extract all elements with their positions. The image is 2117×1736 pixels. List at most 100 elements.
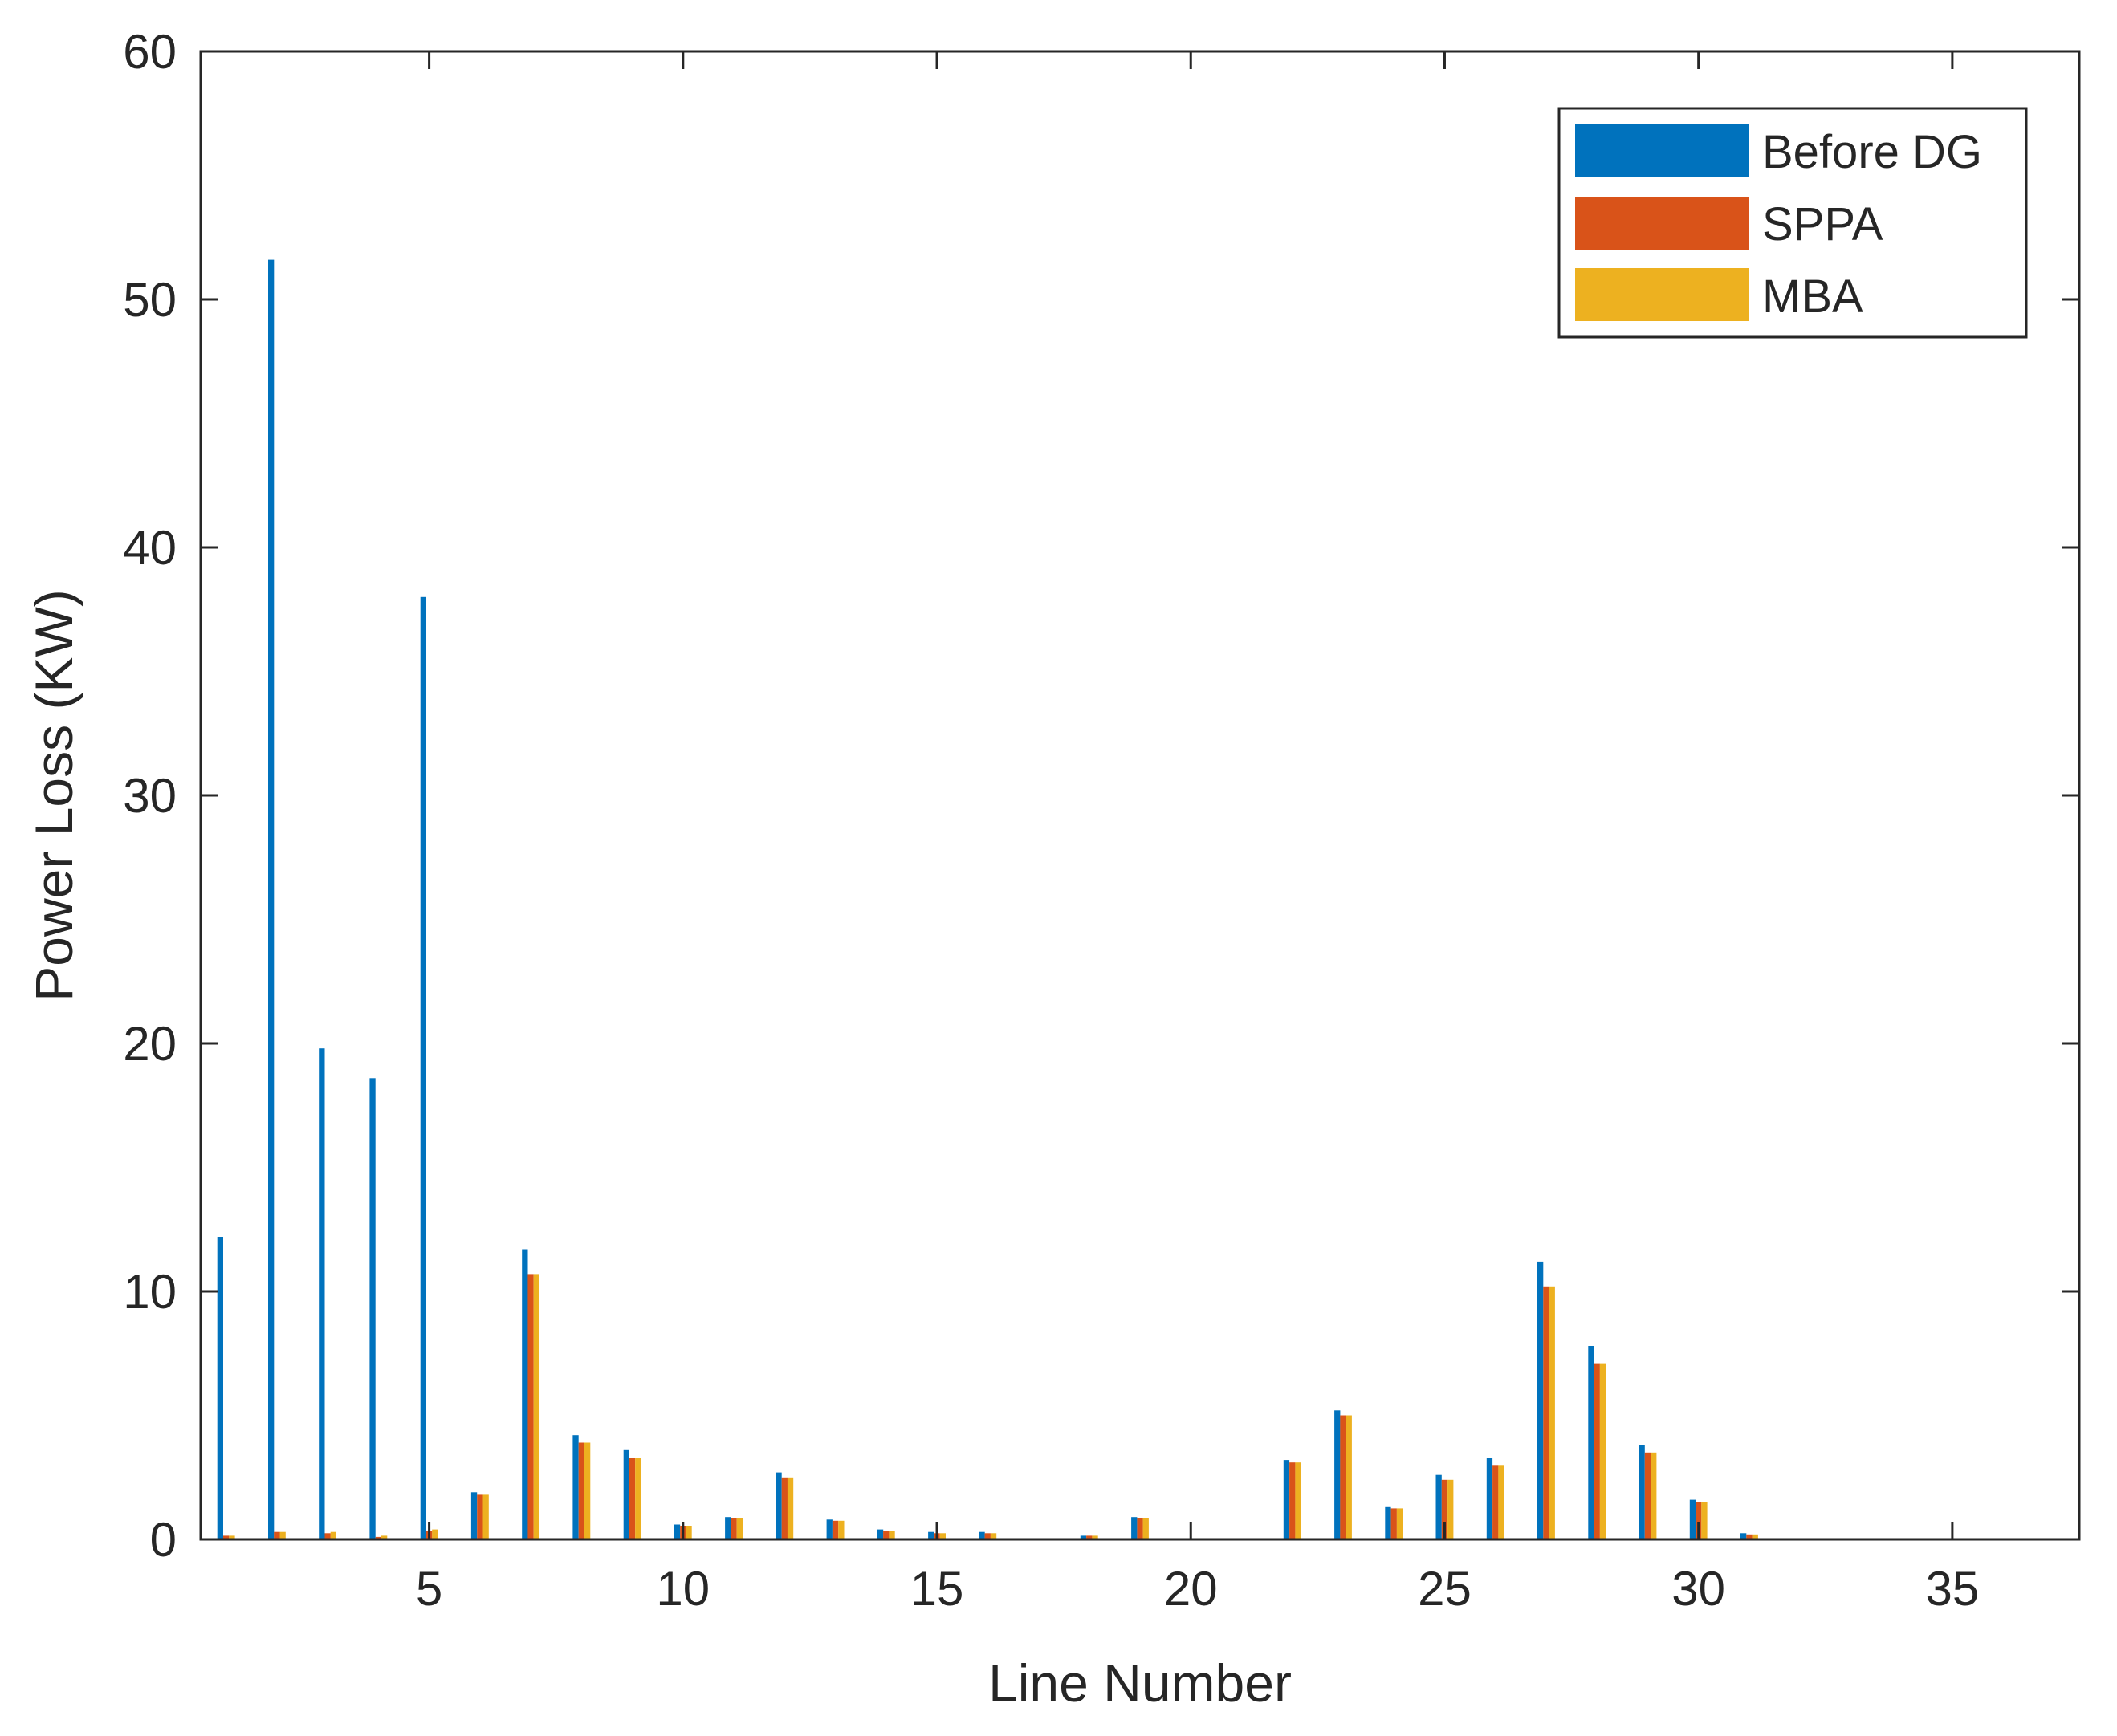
bar-before-dg-line-16: [979, 1531, 985, 1539]
x-tick-label-30: 30: [1671, 1562, 1725, 1616]
bar-sppa-line-19: [1137, 1518, 1143, 1539]
y-tick-label-30: 30: [123, 769, 177, 823]
bar-mba-line-23: [1346, 1415, 1352, 1539]
bar-sppa-line-26: [1492, 1465, 1499, 1539]
legend-label-mba: MBA: [1762, 270, 1863, 323]
y-axis-label: Power Loss (KW): [24, 589, 83, 1001]
bar-before-dg-line-30: [1689, 1499, 1696, 1539]
bar-before-dg-line-15: [928, 1531, 934, 1539]
bar-sppa-line-7: [527, 1274, 534, 1539]
bar-sppa-line-24: [1390, 1508, 1397, 1539]
bar-mba-line-18: [1092, 1535, 1098, 1539]
bar-mba-line-11: [736, 1518, 743, 1539]
bar-sppa-line-12: [781, 1477, 788, 1540]
bar-sppa-line-14: [883, 1531, 890, 1539]
bar-before-dg-line-2: [268, 259, 275, 1540]
bar-sppa-line-28: [1594, 1363, 1600, 1539]
bar-mba-line-26: [1498, 1465, 1504, 1539]
bar-sppa-line-16: [984, 1533, 991, 1539]
bar-mba-line-9: [635, 1458, 641, 1539]
bar-sppa-line-3: [324, 1533, 331, 1539]
bar-before-dg-line-3: [319, 1048, 325, 1539]
bar-mba-line-4: [381, 1535, 388, 1539]
y-tick-label-20: 20: [123, 1017, 177, 1071]
bar-mba-line-5: [432, 1529, 438, 1539]
bar-before-dg-line-22: [1283, 1460, 1290, 1539]
bar-mba-line-10: [686, 1526, 692, 1539]
bar-before-dg-line-19: [1131, 1517, 1138, 1539]
bar-before-dg-line-28: [1588, 1346, 1594, 1539]
bar-sppa-line-30: [1696, 1502, 1702, 1539]
bar-before-dg-line-23: [1334, 1410, 1341, 1539]
legend-label-sppa: SPPA: [1762, 198, 1883, 250]
bar-before-dg-line-11: [725, 1517, 731, 1539]
bar-sppa-line-29: [1644, 1452, 1651, 1539]
bar-sppa-line-22: [1289, 1462, 1296, 1539]
bar-before-dg-line-13: [826, 1519, 833, 1539]
bar-before-dg-line-10: [674, 1524, 681, 1539]
bar-before-dg-line-31: [1740, 1533, 1747, 1539]
x-tick-label-20: 20: [1164, 1562, 1218, 1616]
x-tick-label-10: 10: [656, 1562, 710, 1616]
legend-swatch-mba: [1575, 268, 1749, 321]
bar-before-dg-line-8: [572, 1435, 579, 1539]
y-tick-label-50: 50: [123, 273, 177, 327]
bar-mba-line-24: [1396, 1508, 1403, 1539]
bar-mba-line-13: [838, 1520, 845, 1539]
y-tick-label-60: 60: [123, 25, 177, 79]
bar-mba-line-27: [1549, 1286, 1555, 1539]
bar-sppa-line-8: [578, 1442, 584, 1539]
bar-sppa-line-13: [832, 1520, 839, 1539]
bar-sppa-line-25: [1441, 1479, 1448, 1539]
bar-sppa-line-2: [274, 1531, 280, 1539]
bar-sppa-line-31: [1746, 1534, 1753, 1539]
bar-before-dg-line-4: [369, 1078, 376, 1539]
bar-sppa-line-11: [731, 1518, 737, 1539]
plot-frame: [199, 50, 2081, 1541]
bar-mba-line-28: [1599, 1363, 1606, 1539]
bar-mba-line-14: [889, 1531, 895, 1539]
bar-mba-line-7: [533, 1274, 539, 1539]
bar-mba-line-22: [1295, 1462, 1301, 1539]
legend-swatch-before-dg: [1575, 124, 1749, 177]
x-axis-label: Line Number: [988, 1653, 1292, 1713]
tick-labels-group: 5 10 15 20 25 30 35 0 10 20 30 40 50 60: [123, 25, 1979, 1616]
bar-before-dg-line-12: [776, 1472, 782, 1539]
legend-swatch-sppa: [1575, 197, 1749, 250]
bar-mba-line-30: [1701, 1502, 1708, 1539]
bar-before-dg-line-1: [217, 1237, 223, 1539]
bar-before-dg-line-24: [1385, 1506, 1391, 1539]
bar-before-dg-line-26: [1486, 1458, 1493, 1539]
bar-before-dg-line-5: [420, 596, 426, 1539]
bar-mba-line-15: [939, 1533, 946, 1539]
legend-label-before-dg: Before DG: [1762, 126, 1982, 178]
bar-mba-line-16: [990, 1533, 997, 1539]
bar-mba-line-12: [787, 1477, 794, 1540]
bar-mba-line-31: [1752, 1534, 1758, 1539]
bar-before-dg-line-14: [877, 1529, 884, 1539]
bar-sppa-line-9: [629, 1458, 636, 1539]
y-tick-label-10: 10: [123, 1265, 177, 1319]
bar-before-dg-line-7: [522, 1249, 528, 1539]
bar-before-dg-line-9: [623, 1449, 629, 1539]
bar-mba-line-29: [1651, 1452, 1657, 1539]
bar-mba-line-6: [482, 1494, 489, 1539]
bar-before-dg-line-18: [1080, 1535, 1087, 1539]
bar-mba-line-8: [584, 1442, 591, 1539]
bar-mba-line-25: [1447, 1479, 1454, 1539]
bar-mba-line-1: [229, 1535, 235, 1539]
bar-sppa-line-4: [375, 1536, 381, 1539]
x-tick-label-15: 15: [910, 1562, 964, 1616]
bar-mba-line-2: [279, 1531, 286, 1539]
bar-sppa-line-6: [477, 1494, 483, 1539]
bar-mba-line-3: [330, 1531, 336, 1539]
bar-sppa-line-1: [223, 1535, 230, 1539]
y-tick-label-40: 40: [123, 521, 177, 575]
bar-before-dg-line-29: [1639, 1445, 1645, 1539]
legend: Before DG SPPA MBA: [1557, 107, 2028, 339]
bar-mba-line-19: [1142, 1518, 1149, 1539]
x-tick-label-5: 5: [416, 1562, 442, 1616]
x-tick-label-35: 35: [1926, 1562, 1980, 1616]
